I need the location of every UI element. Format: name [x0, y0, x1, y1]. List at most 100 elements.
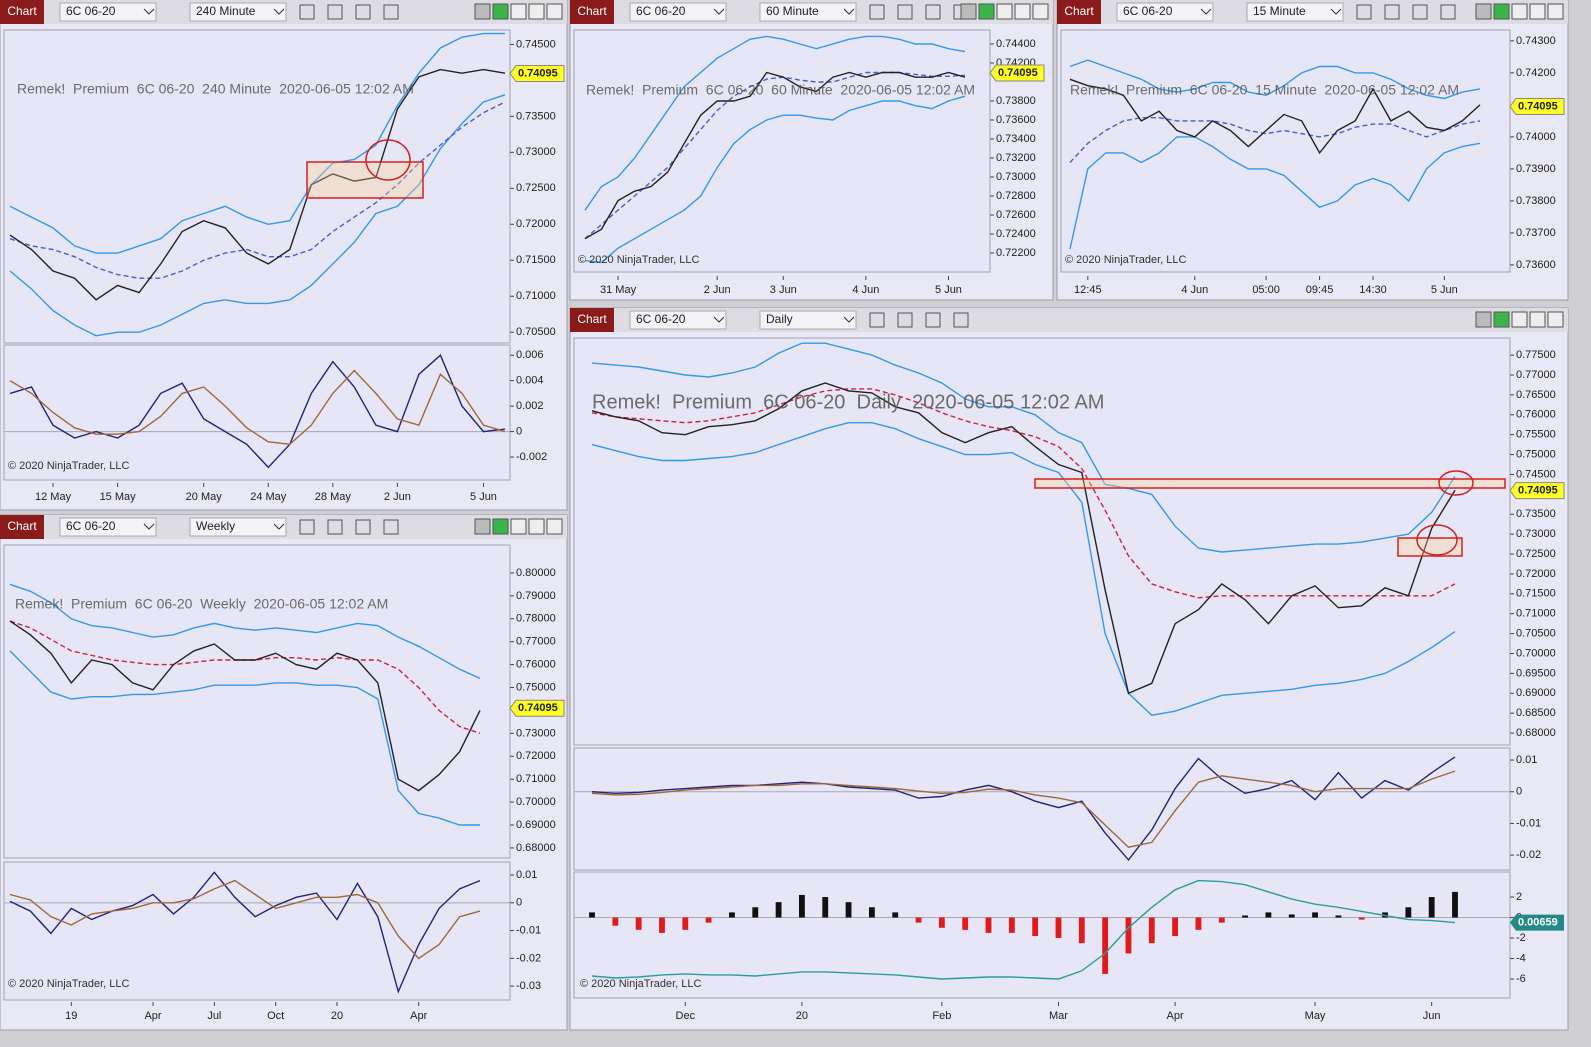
toolbar-button[interactable]: [1384, 4, 1400, 20]
interval-selector-text[interactable]: Weekly: [196, 519, 235, 533]
y-tick-label: 0.74200: [1516, 67, 1556, 79]
series-line: [9, 871, 481, 994]
watermark: Remek! Premium 6C 06-20 Weekly 2020-06-0…: [15, 596, 388, 612]
toolbar-button[interactable]: [299, 519, 315, 535]
window-button[interactable]: [474, 518, 491, 535]
toolbar-button[interactable]: [925, 312, 941, 328]
toolbar-button[interactable]: [953, 312, 969, 328]
window-button[interactable]: [528, 3, 545, 20]
chart-tab-label[interactable]: Chart: [7, 4, 37, 18]
toolbar-button[interactable]: [925, 4, 941, 20]
instrument-selector[interactable]: [1116, 2, 1214, 22]
window-button[interactable]: [996, 3, 1013, 20]
chart-tab[interactable]: [0, 0, 44, 24]
value-marker-label: 0.00659: [1518, 917, 1558, 929]
y-tick-label: 0.75000: [1516, 448, 1556, 460]
instrument-selector[interactable]: [629, 2, 727, 22]
window-button[interactable]: [960, 3, 977, 20]
instrument-selector-text[interactable]: 6C 06-20: [636, 4, 686, 18]
interval-selector[interactable]: [189, 517, 287, 537]
toolbar-button[interactable]: [355, 4, 371, 20]
toolbar-button[interactable]: [1356, 4, 1372, 20]
histogram-bar: [985, 917, 992, 933]
y-tick-label: 0.73900: [1516, 163, 1556, 175]
window-button[interactable]: [1493, 311, 1510, 328]
instrument-selector-text[interactable]: 6C 06-20: [636, 312, 686, 326]
instrument-selector[interactable]: [629, 310, 727, 330]
instrument-selector-text[interactable]: 6C 06-20: [1123, 4, 1173, 18]
toolbar-button[interactable]: [1412, 4, 1428, 20]
window-button[interactable]: [1475, 311, 1492, 328]
interval-selector-text[interactable]: 60 Minute: [766, 4, 819, 18]
interval-selector-text[interactable]: 240 Minute: [196, 4, 256, 18]
window-button[interactable]: [1529, 311, 1546, 328]
interval-selector[interactable]: [759, 2, 857, 22]
toolbar-button[interactable]: [897, 312, 913, 328]
window-button[interactable]: [510, 3, 527, 20]
chart-tab-label[interactable]: Chart: [7, 519, 37, 533]
toolbar-button[interactable]: [897, 4, 913, 20]
series-line: [9, 369, 506, 446]
y-tick-label: 0.78000: [516, 613, 556, 625]
window-button[interactable]: [528, 518, 545, 535]
chart-tab-label[interactable]: Chart: [577, 312, 607, 326]
instrument-selector[interactable]: [59, 517, 157, 537]
toolbar-button[interactable]: [327, 519, 343, 535]
toolbar-button[interactable]: [383, 519, 399, 535]
window-button[interactable]: [546, 3, 563, 20]
interval-selector[interactable]: [189, 2, 287, 22]
watermark: Remek! Premium 6C 06-20 60 Minute 2020-0…: [586, 82, 975, 98]
x-tick-label: 2 Jun: [704, 284, 731, 296]
chart-tab[interactable]: [0, 515, 44, 539]
chart-tab-label[interactable]: Chart: [577, 4, 607, 18]
toolbar-button[interactable]: [299, 4, 315, 20]
series-line: [591, 422, 1456, 716]
window-button[interactable]: [1475, 3, 1492, 20]
interval-selector[interactable]: [759, 310, 857, 330]
y-tick-label: 0.68500: [1516, 707, 1556, 719]
chart-tab[interactable]: [570, 0, 614, 24]
window-button[interactable]: [1529, 3, 1546, 20]
window-button[interactable]: [546, 518, 563, 535]
histogram-bar: [1265, 912, 1272, 918]
interval-selector-text[interactable]: 15 Minute: [1253, 4, 1306, 18]
window-button[interactable]: [474, 3, 491, 20]
histogram-bar: [635, 917, 642, 930]
y-tick-label: 0.73000: [996, 171, 1036, 183]
window-button[interactable]: [1493, 3, 1510, 20]
x-tick-label: Apr: [410, 1010, 427, 1022]
x-tick-label: Mar: [1049, 1010, 1068, 1022]
toolbar-button[interactable]: [355, 519, 371, 535]
chart-tab-label[interactable]: Chart: [1064, 4, 1094, 18]
instrument-selector[interactable]: [59, 2, 157, 22]
window-button[interactable]: [510, 518, 527, 535]
window-button[interactable]: [492, 518, 509, 535]
histogram-bar: [1312, 912, 1318, 918]
interval-selector[interactable]: [1246, 2, 1344, 22]
window-button[interactable]: [492, 3, 509, 20]
y-tick-label: 0.72400: [996, 228, 1036, 240]
x-tick-label: 12 May: [35, 491, 72, 503]
window-button[interactable]: [978, 3, 995, 20]
instrument-selector-text[interactable]: 6C 06-20: [66, 519, 116, 533]
x-tick-label: Oct: [267, 1010, 284, 1022]
window-button[interactable]: [1547, 3, 1564, 20]
window-button[interactable]: [1547, 311, 1564, 328]
toolbar-button[interactable]: [327, 4, 343, 20]
toolbar-button[interactable]: [869, 4, 885, 20]
toolbar: [570, 308, 1568, 332]
x-tick-label: 19: [65, 1010, 77, 1022]
chart-tab[interactable]: [1057, 0, 1101, 24]
window-button[interactable]: [1032, 3, 1049, 20]
y-tick-label: 0.75000: [516, 681, 556, 693]
toolbar-button[interactable]: [1440, 4, 1456, 20]
interval-selector-text[interactable]: Daily: [766, 312, 793, 326]
window-button[interactable]: [1511, 311, 1528, 328]
window-button[interactable]: [1014, 3, 1031, 20]
toolbar-button[interactable]: [383, 4, 399, 20]
toolbar-button[interactable]: [869, 312, 885, 328]
window-button[interactable]: [1511, 3, 1528, 20]
chart-tab[interactable]: [570, 308, 614, 332]
instrument-selector-text[interactable]: 6C 06-20: [66, 4, 116, 18]
series-line: [584, 71, 966, 240]
